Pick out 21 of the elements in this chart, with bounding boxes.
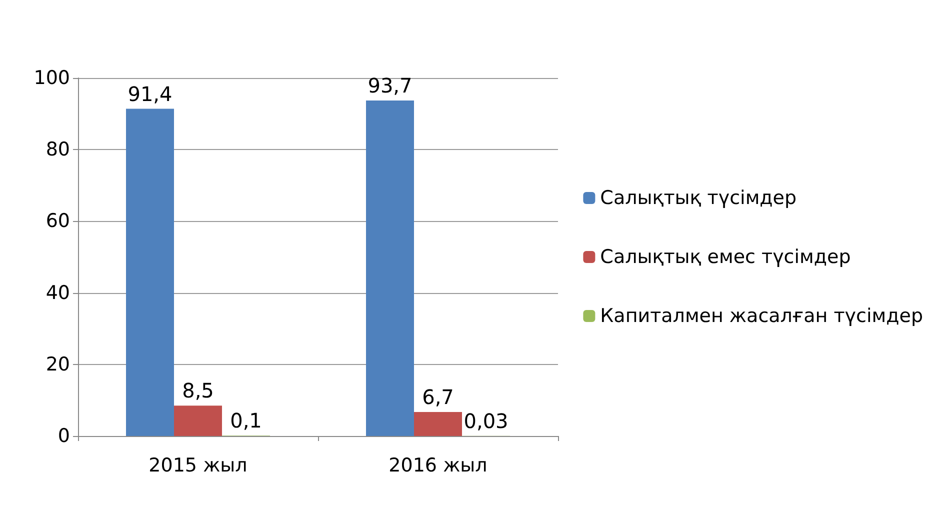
data-label: 0,1 [230,408,262,433]
y-tick-label: 60 [46,210,70,232]
bar [126,108,174,436]
bar [414,412,462,436]
x-tick-label: 2016 жыл [388,454,488,476]
y-tick-label: 80 [46,138,70,161]
bar [174,406,222,436]
data-label: 91,4 [128,82,172,106]
bar [366,100,414,436]
legend-label: Салықтық емес түсімдер [600,246,851,268]
y-tick-label: 20 [46,353,70,376]
data-label: 0,03 [464,408,508,433]
y-tick-label: 40 [46,282,70,304]
legend-label: Капиталмен жасалған түсімдер [600,305,924,327]
x-tick-label: 2015 жыл [148,454,248,476]
y-tick-label: 0 [58,425,70,447]
y-tick-label: 100 [34,67,70,89]
legend-label: Салықтық түсімдер [600,187,797,209]
data-label: 6,7 [422,385,454,410]
data-label: 8,5 [182,378,214,403]
data-label: 93,7 [368,74,412,98]
